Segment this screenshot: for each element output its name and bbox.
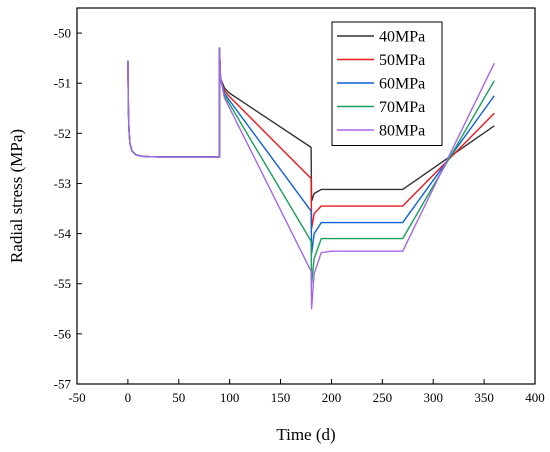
y-tick-label: -57 xyxy=(54,377,72,392)
series-line-80MPa xyxy=(127,47,495,310)
x-tick-label: 400 xyxy=(525,390,545,405)
legend-label-40MPa: 40MPa xyxy=(379,29,425,46)
x-tick-label: 200 xyxy=(322,390,342,405)
x-tick-label: 100 xyxy=(220,390,240,405)
legend: 40MPa 50MPa 60MPa 70MPa 80MPa xyxy=(331,21,443,146)
ticks-layer: -50 0 50 100 150 200 250 300 350 400 -57 -56 -55 -54 -… xyxy=(54,26,545,405)
y-tick-label: -52 xyxy=(54,126,71,141)
x-tick-label: 150 xyxy=(271,390,291,405)
x-tick-label: 300 xyxy=(423,390,443,405)
x-tick-label: 0 xyxy=(125,390,132,405)
y-tick-label: -56 xyxy=(54,326,72,341)
y-tick-label: -55 xyxy=(54,276,71,291)
x-tick-label: 50 xyxy=(172,390,185,405)
x-axis-title: Time (d) xyxy=(276,425,335,444)
y-axis-title: Radial stress (MPa) xyxy=(7,129,26,263)
legend-label-70MPa: 70MPa xyxy=(379,99,425,116)
y-tick-label: -53 xyxy=(54,176,71,191)
x-tick-label: -50 xyxy=(68,390,85,405)
y-tick-label: -54 xyxy=(54,226,72,241)
series-layer xyxy=(127,47,495,310)
legend-label-60MPa: 60MPa xyxy=(379,76,425,93)
x-tick-label: 250 xyxy=(373,390,393,405)
y-tick-label: -50 xyxy=(54,26,71,41)
plot-area-frame xyxy=(76,7,536,385)
legend-label-80MPa: 80MPa xyxy=(379,123,425,140)
y-tick-label: -51 xyxy=(54,76,71,91)
legend-label-50MPa: 50MPa xyxy=(379,52,425,69)
x-tick-label: 350 xyxy=(474,390,494,405)
